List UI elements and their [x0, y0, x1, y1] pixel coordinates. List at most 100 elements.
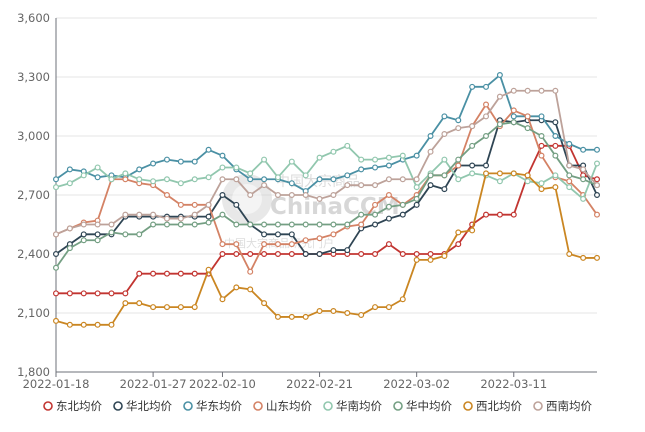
data-point[interactable]: [288, 231, 295, 238]
data-point[interactable]: [510, 170, 517, 177]
data-point[interactable]: [385, 154, 392, 161]
data-point[interactable]: [455, 176, 462, 183]
data-point[interactable]: [163, 192, 170, 199]
data-point[interactable]: [372, 304, 379, 311]
data-point[interactable]: [108, 221, 115, 228]
data-point[interactable]: [385, 304, 392, 311]
data-point[interactable]: [344, 142, 351, 149]
data-point[interactable]: [496, 170, 503, 177]
data-point[interactable]: [385, 241, 392, 248]
data-point[interactable]: [552, 172, 559, 179]
data-point[interactable]: [455, 241, 462, 248]
data-point[interactable]: [552, 152, 559, 159]
data-point[interactable]: [385, 192, 392, 199]
series-line[interactable]: [55, 89, 598, 236]
data-point[interactable]: [372, 251, 379, 258]
data-point[interactable]: [219, 192, 226, 199]
data-point[interactable]: [344, 221, 351, 228]
data-point[interactable]: [233, 221, 240, 228]
data-point[interactable]: [52, 290, 59, 297]
data-point[interactable]: [122, 290, 129, 297]
data-point[interactable]: [316, 308, 323, 315]
data-point[interactable]: [150, 221, 157, 228]
data-point[interactable]: [288, 192, 295, 199]
data-point[interactable]: [399, 201, 406, 208]
data-point[interactable]: [524, 172, 531, 179]
data-point[interactable]: [52, 184, 59, 191]
legend-item[interactable]: 华北均价: [113, 399, 172, 413]
data-point[interactable]: [441, 156, 448, 163]
data-point[interactable]: [191, 201, 198, 208]
data-point[interactable]: [136, 270, 143, 277]
data-point[interactable]: [302, 221, 309, 228]
data-point[interactable]: [122, 300, 129, 307]
data-point[interactable]: [593, 146, 600, 153]
data-point[interactable]: [483, 133, 490, 140]
series-line[interactable]: [56, 144, 598, 295]
data-point[interactable]: [177, 201, 184, 208]
data-point[interactable]: [274, 231, 281, 238]
data-point[interactable]: [94, 174, 101, 181]
data-point[interactable]: [552, 133, 559, 140]
data-point[interactable]: [316, 195, 323, 202]
data-point[interactable]: [219, 241, 226, 248]
data-point[interactable]: [580, 166, 587, 173]
data-point[interactable]: [302, 313, 309, 320]
data-point[interactable]: [399, 152, 406, 159]
data-point[interactable]: [372, 156, 379, 163]
data-point[interactable]: [122, 231, 129, 238]
data-point[interactable]: [483, 162, 490, 169]
data-point[interactable]: [80, 221, 87, 228]
data-point[interactable]: [177, 304, 184, 311]
data-point[interactable]: [510, 119, 517, 126]
data-point[interactable]: [205, 266, 212, 273]
data-point[interactable]: [108, 290, 115, 297]
data-point[interactable]: [274, 174, 281, 181]
data-point[interactable]: [455, 117, 462, 124]
data-point[interactable]: [427, 133, 434, 140]
data-point[interactable]: [593, 192, 600, 199]
data-point[interactable]: [538, 180, 545, 187]
data-point[interactable]: [288, 180, 295, 187]
data-point[interactable]: [524, 87, 531, 94]
legend-item[interactable]: 山东均价: [253, 399, 312, 413]
data-point[interactable]: [385, 162, 392, 169]
data-point[interactable]: [593, 160, 600, 167]
data-point[interactable]: [66, 180, 73, 187]
data-point[interactable]: [593, 176, 600, 183]
data-point[interactable]: [469, 142, 476, 149]
data-point[interactable]: [52, 251, 59, 258]
data-point[interactable]: [261, 182, 268, 189]
data-point[interactable]: [385, 203, 392, 210]
data-point[interactable]: [455, 125, 462, 132]
data-point[interactable]: [538, 133, 545, 140]
data-point[interactable]: [593, 211, 600, 218]
data-point[interactable]: [427, 148, 434, 155]
data-point[interactable]: [358, 221, 365, 228]
legend-item[interactable]: 西南均价: [533, 399, 592, 413]
data-point[interactable]: [510, 211, 517, 218]
data-point[interactable]: [316, 221, 323, 228]
legend[interactable]: 东北均价 华北均价 华东均价 山东均价 华南均价 华中均价 西北均价 西南均价: [43, 399, 592, 413]
data-point[interactable]: [566, 184, 573, 191]
data-point[interactable]: [496, 93, 503, 100]
data-point[interactable]: [94, 321, 101, 328]
data-point[interactable]: [205, 146, 212, 153]
data-point[interactable]: [80, 290, 87, 297]
data-point[interactable]: [66, 225, 73, 232]
data-point[interactable]: [469, 123, 476, 130]
data-point[interactable]: [136, 166, 143, 173]
data-point[interactable]: [538, 87, 545, 94]
data-point[interactable]: [483, 113, 490, 120]
data-point[interactable]: [247, 286, 254, 293]
data-point[interactable]: [358, 211, 365, 218]
data-point[interactable]: [552, 142, 559, 149]
data-point[interactable]: [302, 237, 309, 244]
data-point[interactable]: [441, 131, 448, 138]
data-point[interactable]: [274, 313, 281, 320]
data-point[interactable]: [288, 221, 295, 228]
data-point[interactable]: [302, 192, 309, 199]
series-line[interactable]: [55, 103, 598, 273]
data-point[interactable]: [496, 121, 503, 128]
data-point[interactable]: [177, 158, 184, 165]
